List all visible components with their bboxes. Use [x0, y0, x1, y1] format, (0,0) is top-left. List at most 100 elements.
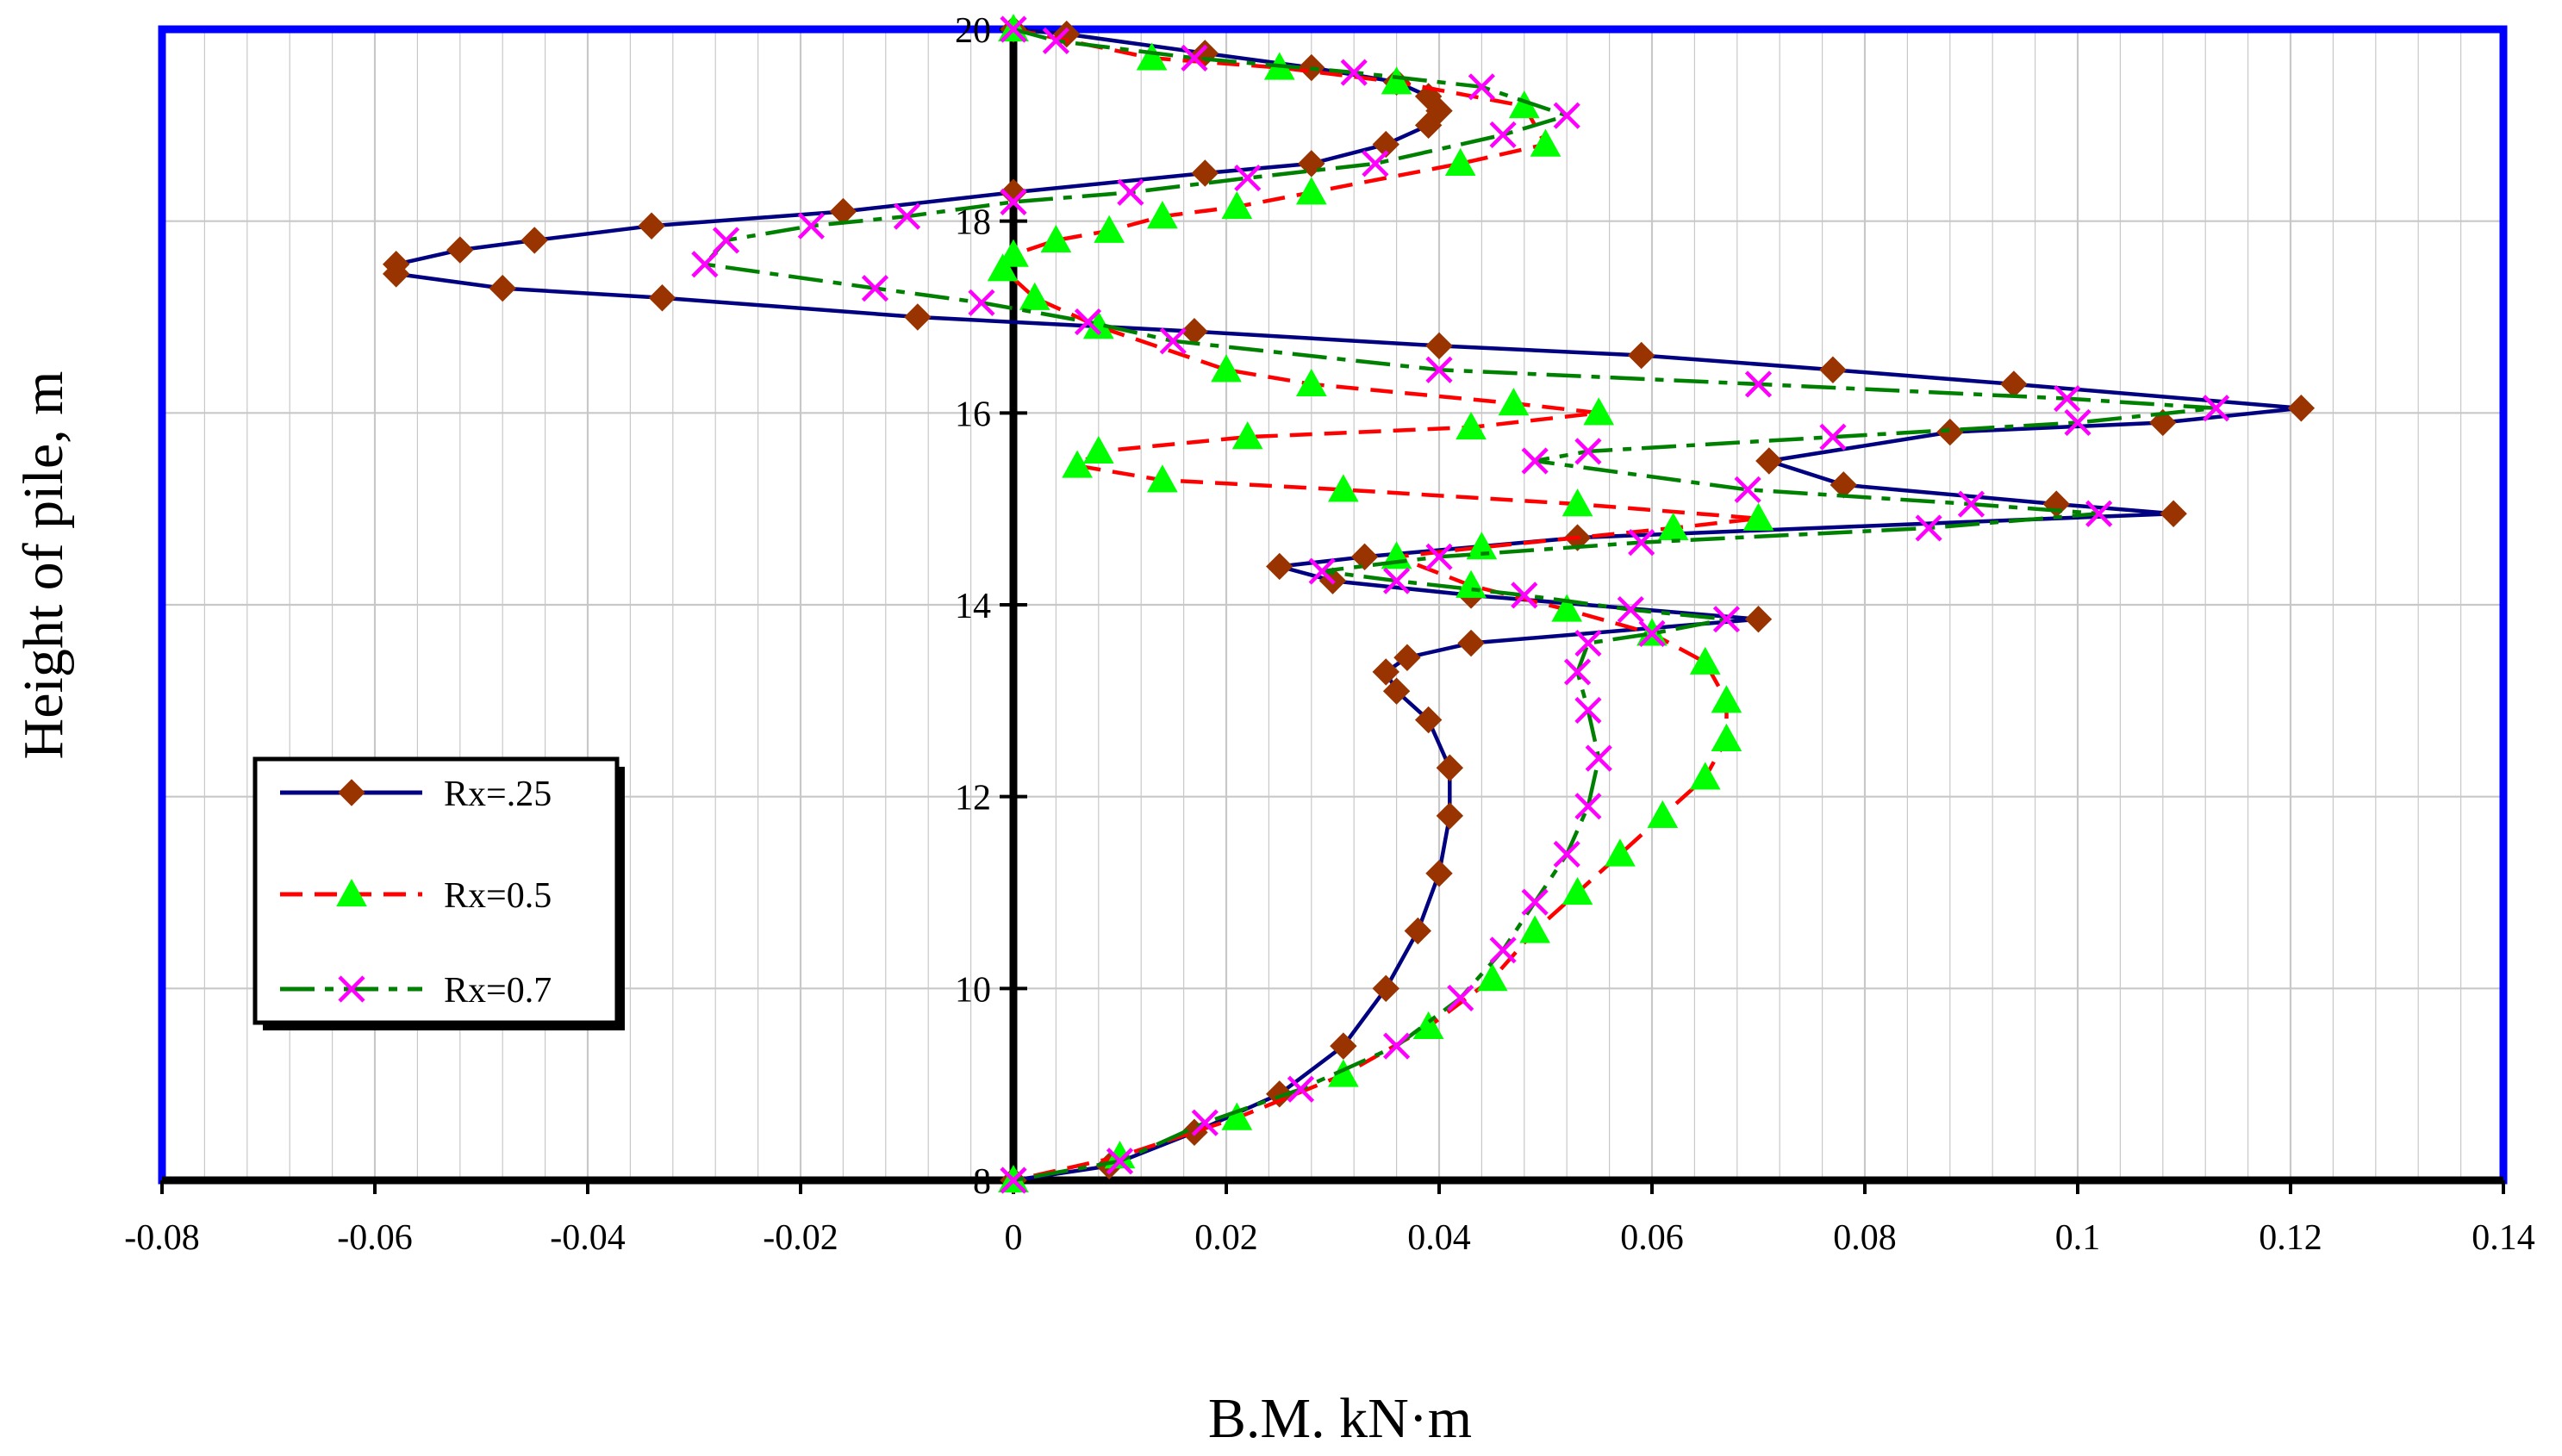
x-tick-label: -0.08 — [124, 1218, 200, 1258]
data-point — [1221, 190, 1253, 220]
legend-entry: Rx=.25 — [280, 775, 552, 814]
data-point — [1147, 464, 1178, 493]
data-point — [1383, 1032, 1411, 1060]
data-point — [1498, 388, 1530, 416]
data-point — [712, 227, 740, 254]
data-point — [1382, 677, 1411, 705]
data-point — [1330, 1032, 1357, 1060]
tick-labels: -0.08 -0.06 -0.04 -0.02 0 0.02 0.04 0.06 0.08 0.1… — [124, 11, 2535, 1258]
data-point — [1117, 178, 1144, 206]
data-point — [1234, 164, 1262, 192]
data-point — [1308, 557, 1336, 585]
data-point — [1159, 327, 1187, 355]
data-point — [1436, 754, 1464, 781]
data-point — [1147, 201, 1178, 229]
data-point — [638, 212, 665, 240]
data-point — [1689, 762, 1721, 790]
data-point — [2054, 385, 2081, 413]
data-point — [1372, 974, 1399, 1003]
data-point — [1742, 502, 1774, 531]
series-1 — [382, 16, 2316, 1194]
data-point — [1350, 543, 1379, 571]
data-point — [1444, 147, 1476, 176]
data-point — [1019, 282, 1050, 310]
data-point — [1712, 606, 1741, 633]
data-point — [1362, 150, 1389, 177]
data-point — [2064, 408, 2091, 437]
series-2 — [987, 13, 1774, 1193]
data-point — [1744, 605, 1773, 633]
data-point — [1489, 121, 1517, 149]
data-point — [1755, 447, 1783, 475]
data-point — [1562, 488, 1593, 517]
data-point — [1605, 838, 1636, 867]
series-layer — [382, 13, 2316, 1194]
data-point — [1936, 418, 1964, 446]
data-point — [1489, 936, 1517, 964]
data-point — [1372, 130, 1399, 159]
x-axis-title: B.M. kN·m — [1208, 1387, 1472, 1450]
data-point — [2160, 500, 2187, 527]
y-axis-title: Height of pile, m — [12, 371, 75, 760]
data-point — [1295, 177, 1327, 205]
data-point — [1372, 658, 1399, 686]
data-point — [382, 260, 410, 288]
y-tick-label: 16 — [955, 395, 991, 434]
data-point — [648, 284, 676, 312]
data-point — [2202, 395, 2230, 422]
data-point — [1456, 412, 1487, 440]
legend-label: Rx=0.7 — [444, 971, 552, 1011]
data-point — [1425, 860, 1453, 887]
data-point — [1457, 629, 1485, 657]
data-point — [489, 274, 516, 302]
x-tick-label: 0 — [1005, 1218, 1023, 1258]
x-tick-label: 0.12 — [2259, 1218, 2322, 1258]
data-point — [1000, 178, 1027, 206]
data-point — [1040, 224, 1072, 253]
data-point — [1414, 111, 1443, 140]
data-point — [1647, 800, 1679, 829]
x-tick-label: 0.04 — [1407, 1218, 1471, 1258]
data-point — [2085, 500, 2113, 527]
x-tick-label: -0.04 — [550, 1218, 626, 1258]
data-point — [1638, 619, 1666, 647]
data-point — [1295, 368, 1327, 397]
data-point — [1617, 595, 1644, 624]
legend-marker — [338, 975, 365, 1003]
data-point — [1425, 543, 1453, 570]
data-point — [1574, 629, 1602, 657]
legend-marker — [338, 779, 365, 806]
legend: Rx=.25 Rx=0.5 Rx=0.7 — [252, 756, 625, 1030]
data-point — [1181, 44, 1208, 72]
data-point — [1266, 1080, 1293, 1108]
data-point — [1628, 529, 1655, 557]
data-point — [1563, 658, 1592, 686]
y-tick-label: 14 — [955, 587, 991, 626]
data-point — [1521, 888, 1549, 916]
data-point — [1553, 102, 1580, 129]
data-point — [1583, 397, 1615, 426]
x-tick-label: -0.06 — [337, 1218, 413, 1258]
y-tick-label: 12 — [955, 779, 991, 818]
x-tick-label: 0.14 — [2472, 1218, 2535, 1258]
x-tick-label: 0.02 — [1194, 1218, 1258, 1258]
data-point — [446, 236, 474, 264]
data-point — [1574, 438, 1602, 465]
data-point — [968, 289, 995, 316]
data-point — [1000, 16, 1027, 43]
data-point — [1074, 308, 1102, 336]
x-tick-label: -0.02 — [763, 1218, 838, 1258]
data-point — [1393, 644, 1421, 671]
data-point — [1381, 66, 1412, 95]
data-point — [1383, 567, 1411, 594]
data-point — [1689, 646, 1721, 675]
legend-box — [252, 756, 620, 1025]
data-point — [1191, 1109, 1219, 1136]
legend-entry: Rx=0.7 — [280, 971, 552, 1011]
data-point — [1082, 435, 1114, 464]
data-point — [1819, 423, 1847, 451]
data-point — [1574, 696, 1602, 725]
x-tick-label: 0.1 — [2055, 1218, 2101, 1258]
